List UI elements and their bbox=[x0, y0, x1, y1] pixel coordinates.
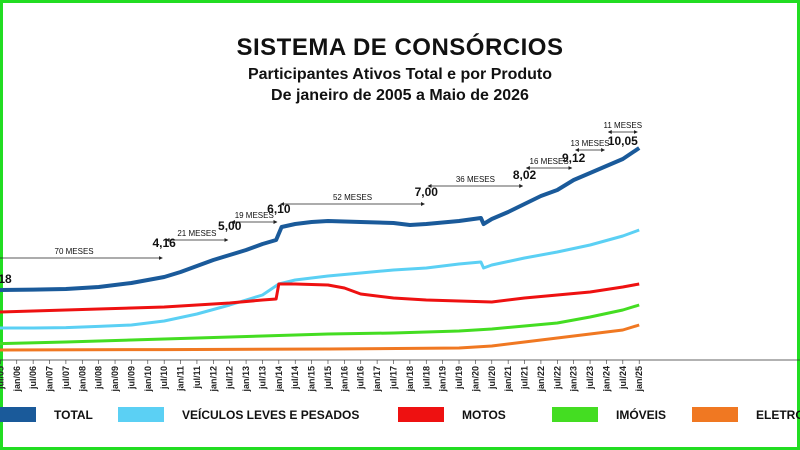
series-line-4 bbox=[0, 325, 639, 350]
x-tick-label: jul/17 bbox=[389, 366, 399, 390]
x-tick-label: jan/11 bbox=[176, 366, 186, 392]
x-tick-label: jul/14 bbox=[290, 366, 300, 390]
x-tick-label: jan/16 bbox=[339, 366, 349, 393]
x-tick-label: jan/21 bbox=[503, 366, 513, 393]
x-tick-label: jan/06 bbox=[12, 366, 22, 393]
legend-label: IMÓVEIS bbox=[616, 407, 666, 422]
x-tick-label: jan/17 bbox=[372, 366, 382, 393]
x-tick-label: jan/19 bbox=[438, 366, 448, 393]
x-tick-label: jul/15 bbox=[323, 366, 333, 390]
x-tick-label: jul/10 bbox=[159, 366, 169, 390]
x-tick-label: jul/05 bbox=[0, 366, 5, 390]
x-tick-label: jul/07 bbox=[61, 366, 71, 390]
series-line-3 bbox=[0, 305, 639, 344]
x-tick-label: jul/21 bbox=[520, 366, 530, 390]
x-tick-label: jan/18 bbox=[405, 366, 415, 393]
x-tick-label: jul/18 bbox=[421, 366, 431, 390]
x-tick-label: jul/24 bbox=[618, 366, 628, 390]
x-tick-label: jul/09 bbox=[126, 366, 136, 390]
value-label: 7,00 bbox=[415, 185, 439, 199]
legend-label: ELETRO bbox=[756, 408, 800, 422]
value-label: 9,12 bbox=[562, 151, 586, 165]
x-tick-label: jan/07 bbox=[45, 366, 55, 393]
value-label: 5,00 bbox=[218, 219, 242, 233]
x-tick-label: jan/25 bbox=[634, 366, 644, 393]
x-tick-label: jul/11 bbox=[192, 366, 202, 390]
legend-swatch bbox=[398, 407, 444, 422]
x-tick-label: jan/13 bbox=[241, 366, 251, 393]
x-tick-label: jul/13 bbox=[257, 366, 267, 390]
interval-label: 11 MESES bbox=[604, 121, 643, 130]
x-tick-label: jul/12 bbox=[225, 366, 235, 390]
series-line-0 bbox=[0, 148, 639, 290]
x-tick-label: jan/22 bbox=[536, 366, 546, 393]
x-tick-label: jan/24 bbox=[601, 366, 611, 393]
legend-label: MOTOS bbox=[462, 408, 506, 422]
series-line-1 bbox=[0, 230, 639, 328]
legend-swatch bbox=[0, 407, 36, 422]
x-tick-label: jan/20 bbox=[470, 366, 480, 393]
interval-label: 36 MESES bbox=[456, 175, 495, 184]
x-tick-label: jul/06 bbox=[28, 366, 38, 390]
x-tick-label: jan/12 bbox=[208, 366, 218, 393]
value-label: 10,05 bbox=[608, 134, 638, 148]
x-tick-label: jan/14 bbox=[274, 366, 284, 393]
x-tick-label: jul/22 bbox=[552, 366, 562, 390]
x-tick-label: jan/10 bbox=[143, 366, 153, 393]
interval-label: 70 MESES bbox=[55, 247, 94, 256]
legend-label: TOTAL bbox=[54, 408, 93, 422]
legend-swatch bbox=[692, 407, 738, 422]
interval-label: 13 MESES bbox=[570, 139, 609, 148]
x-tick-label: jan/09 bbox=[110, 366, 120, 393]
legend-label: VEÍCULOS LEVES E PESADOS bbox=[182, 407, 359, 422]
interval-label: 21 MESES bbox=[177, 229, 216, 238]
x-tick-label: jan/23 bbox=[569, 366, 579, 393]
legend-swatch bbox=[552, 407, 598, 422]
legend-swatch bbox=[118, 407, 164, 422]
value-label: 6,10 bbox=[267, 202, 291, 216]
x-tick-label: jan/08 bbox=[77, 366, 87, 393]
x-tick-label: jul/20 bbox=[487, 366, 497, 390]
x-tick-label: jul/23 bbox=[585, 366, 595, 390]
value-label: 8,02 bbox=[513, 168, 537, 182]
value-label: 3,18 bbox=[0, 272, 12, 286]
x-tick-label: jul/16 bbox=[356, 366, 366, 390]
value-label: 4,16 bbox=[153, 236, 177, 250]
x-tick-label: jul/19 bbox=[454, 366, 464, 390]
x-tick-label: jul/08 bbox=[94, 366, 104, 390]
x-tick-label: jan/15 bbox=[307, 366, 317, 393]
interval-label: 52 MESES bbox=[333, 193, 372, 202]
